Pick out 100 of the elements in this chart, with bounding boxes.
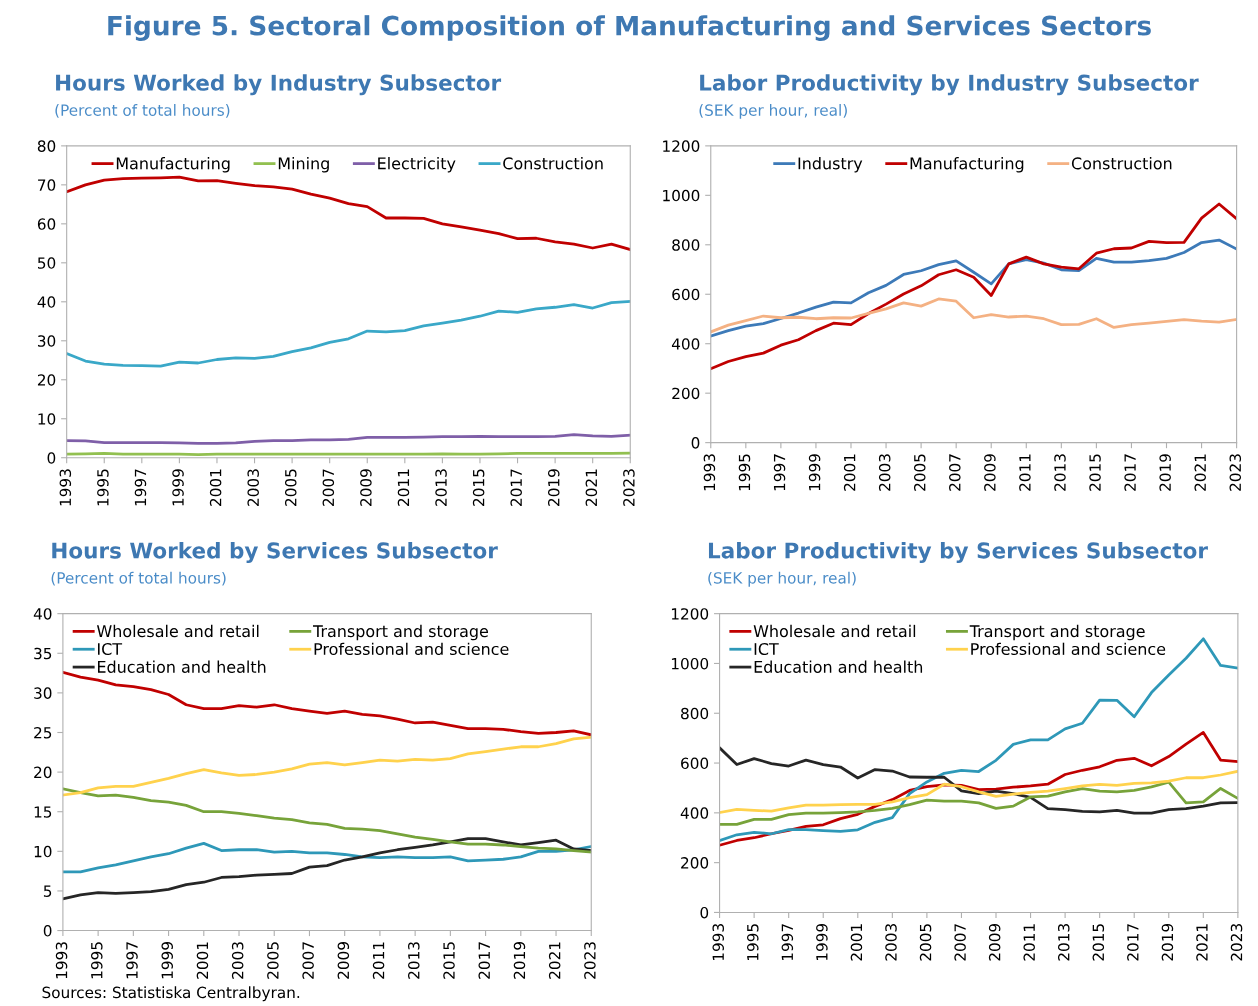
x-tick-label: 1995 bbox=[91, 942, 103, 979]
legend-label: Transport and storage bbox=[313, 624, 489, 641]
x-tick-label: 2003 bbox=[885, 924, 897, 961]
legend-label: Industry bbox=[798, 157, 863, 173]
x-tick-label: 2001 bbox=[209, 469, 222, 506]
line-series bbox=[62, 787, 592, 854]
legend-label: Construction bbox=[503, 157, 603, 170]
legend-label: Wholesale and retail bbox=[96, 624, 259, 638]
y-tick-label: 40 bbox=[37, 296, 56, 308]
x-tick-label: 2023 bbox=[1230, 924, 1243, 961]
legend-label: ICT bbox=[754, 642, 779, 656]
x-tick-label: 2009 bbox=[337, 942, 350, 979]
y-tick-label: 1200 bbox=[663, 140, 700, 152]
y-tick-label: 80 bbox=[37, 140, 56, 152]
y-tick-label: 10 bbox=[34, 845, 52, 858]
x-tick-label: 2017 bbox=[478, 942, 491, 979]
x-tick-label: 2017 bbox=[1127, 924, 1139, 961]
x-tick-label: 2007 bbox=[949, 454, 961, 491]
x-tick-label: 2005 bbox=[284, 469, 297, 506]
x-tick-label: 2013 bbox=[1054, 454, 1066, 491]
legend-label: Education and health bbox=[98, 660, 266, 673]
chart-title: Hours Worked by Services Subsector bbox=[52, 541, 498, 563]
x-tick-label: 1995 bbox=[747, 924, 759, 961]
x-tick-label: 2001 bbox=[850, 924, 863, 961]
x-tick-label: 2015 bbox=[1092, 924, 1105, 961]
x-tick-label: 2015 bbox=[443, 942, 455, 979]
line-series bbox=[710, 238, 1237, 338]
x-tick-label: 2013 bbox=[408, 942, 420, 979]
y-tick-label: 1000 bbox=[663, 189, 700, 202]
y-tick-label: 400 bbox=[680, 807, 709, 819]
source-note: Sources: Statistiska Centralbyran. bbox=[42, 986, 300, 1002]
y-tick-label: 20 bbox=[34, 766, 52, 779]
y-tick-label: 400 bbox=[671, 338, 700, 350]
legend-label: Manufacturing bbox=[116, 157, 230, 173]
line-series bbox=[66, 175, 631, 251]
y-tick-label: 0 bbox=[691, 437, 700, 449]
x-tick-label: 2019 bbox=[513, 942, 526, 979]
x-tick-label: 2013 bbox=[1057, 924, 1070, 961]
x-tick-label: 2023 bbox=[1229, 454, 1242, 491]
chart-subtitle: (SEK per hour, real) bbox=[708, 571, 856, 587]
y-tick-label: 0 bbox=[43, 925, 52, 937]
x-tick-label: 2005 bbox=[913, 454, 926, 491]
y-tick-label: 600 bbox=[681, 757, 709, 770]
x-tick-label: 1995 bbox=[97, 469, 109, 506]
line-series bbox=[710, 297, 1237, 334]
x-tick-label: 2009 bbox=[984, 454, 996, 491]
line-series bbox=[66, 300, 631, 368]
y-tick-label: 0 bbox=[47, 452, 56, 464]
y-tick-label: 1000 bbox=[671, 657, 709, 670]
y-tick-label: 800 bbox=[681, 707, 709, 720]
legend-label: Transport and storage bbox=[969, 624, 1145, 641]
chart-title: Hours Worked by Industry Subsector bbox=[56, 74, 502, 96]
x-tick-label: 1999 bbox=[816, 923, 828, 961]
y-tick-label: 5 bbox=[43, 885, 52, 897]
y-tick-label: 70 bbox=[38, 179, 56, 191]
y-tick-label: 10 bbox=[38, 413, 56, 425]
x-tick-label: 2011 bbox=[1023, 924, 1035, 961]
x-tick-label: 2007 bbox=[954, 924, 966, 961]
y-tick-label: 30 bbox=[34, 687, 52, 699]
line-series bbox=[66, 433, 631, 445]
x-tick-label: 2019 bbox=[547, 469, 560, 506]
chart-title: Labor Productivity by Services Subsector bbox=[708, 541, 1208, 563]
x-tick-label: 1997 bbox=[126, 942, 138, 979]
x-tick-label: 1993 bbox=[703, 454, 716, 491]
x-tick-label: 2021 bbox=[1196, 924, 1208, 961]
x-tick-label: 1993 bbox=[59, 469, 72, 506]
legend-label: Professional and science bbox=[971, 642, 1166, 656]
x-tick-label: 1999 bbox=[172, 469, 184, 506]
x-tick-label: 1993 bbox=[712, 924, 725, 961]
x-tick-label: 1995 bbox=[738, 454, 751, 491]
chart-subtitle: (Percent of total hours) bbox=[51, 571, 226, 586]
y-tick-label: 60 bbox=[37, 218, 56, 230]
x-tick-label: 2001 bbox=[843, 454, 856, 491]
legend-label: Electricity bbox=[378, 157, 456, 173]
y-tick-label: 200 bbox=[681, 857, 709, 869]
x-tick-label: 2003 bbox=[231, 942, 244, 979]
x-tick-label: 2019 bbox=[1161, 923, 1174, 961]
x-tick-label: 2007 bbox=[302, 942, 314, 979]
x-tick-label: 1999 bbox=[161, 942, 173, 979]
y-tick-label: 0 bbox=[700, 906, 709, 919]
x-tick-label: 2023 bbox=[584, 942, 596, 979]
line-series bbox=[62, 735, 592, 797]
legend-label: Manufacturing bbox=[910, 157, 1024, 173]
x-tick-label: 2021 bbox=[548, 942, 561, 979]
legend-label: Professional and science bbox=[314, 642, 509, 656]
x-tick-label: 2005 bbox=[267, 942, 279, 979]
legend-label: ICT bbox=[98, 642, 123, 656]
y-tick-label: 20 bbox=[37, 374, 56, 386]
y-tick-label: 15 bbox=[34, 806, 52, 818]
chart-subtitle: (Percent of total hours) bbox=[55, 104, 230, 118]
x-tick-label: 2019 bbox=[1159, 454, 1171, 491]
line-series bbox=[62, 837, 592, 901]
x-tick-label: 1999 bbox=[808, 454, 821, 491]
x-tick-label: 2001 bbox=[196, 942, 209, 979]
x-tick-label: 2003 bbox=[878, 454, 891, 491]
x-tick-label: 1997 bbox=[134, 469, 147, 506]
chart-subtitle: (SEK per hour, real) bbox=[699, 104, 847, 119]
line-series bbox=[719, 780, 1238, 826]
x-tick-label: 2007 bbox=[322, 469, 335, 506]
y-tick-label: 25 bbox=[34, 726, 52, 739]
